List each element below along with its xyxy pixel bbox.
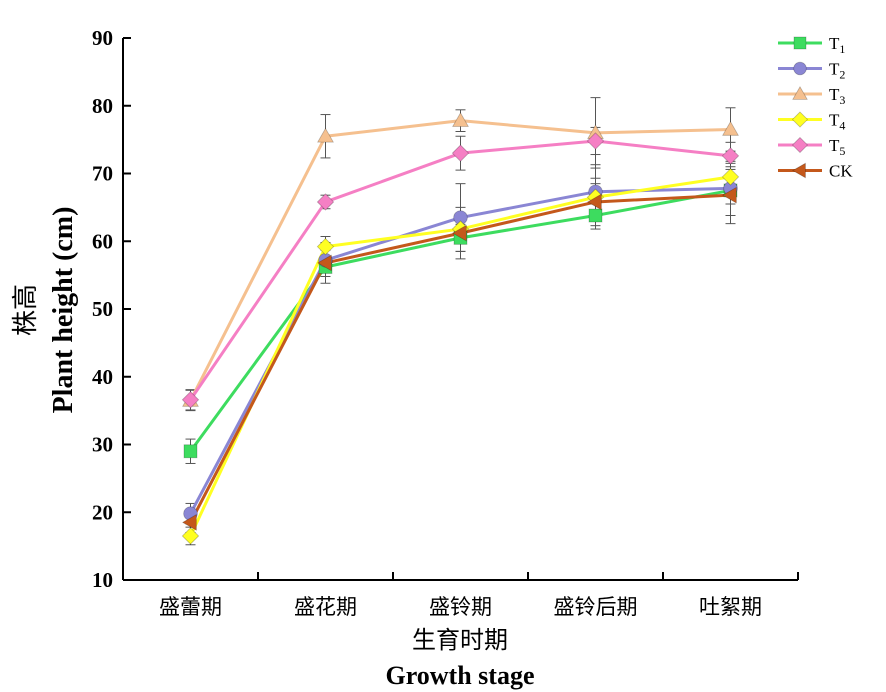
data-point-ck bbox=[586, 193, 602, 211]
y-tick-label: 70 bbox=[92, 162, 113, 186]
legend-marker bbox=[793, 36, 807, 50]
x-axis-label-cn: 生育时期 bbox=[412, 626, 508, 654]
data-point-ck bbox=[721, 186, 737, 204]
error-bars bbox=[185, 97, 736, 546]
legend-marker bbox=[791, 136, 809, 154]
data-point-t3 bbox=[452, 112, 469, 127]
y-tick-label: 80 bbox=[92, 94, 113, 118]
legend-label: CK bbox=[829, 162, 853, 181]
legend-label: T5 bbox=[829, 136, 845, 158]
data-point-t4 bbox=[181, 527, 200, 545]
legend-marker bbox=[793, 61, 807, 76]
x-tick-label: 吐絮期 bbox=[699, 595, 762, 619]
data-point-t1 bbox=[183, 444, 198, 459]
y-axis-label-cn: 株高 bbox=[11, 284, 41, 336]
data-point-t5 bbox=[181, 391, 200, 409]
data-point-t5 bbox=[721, 147, 740, 165]
x-tick-label: 盛花期 bbox=[294, 595, 357, 619]
legend-label: T2 bbox=[829, 60, 845, 82]
data-point-t5 bbox=[316, 193, 335, 211]
y-tick-label: 40 bbox=[92, 365, 113, 389]
x-axis-label-en: Growth stage bbox=[385, 661, 534, 690]
data-point-ck bbox=[316, 254, 332, 272]
legend-label: T3 bbox=[829, 85, 845, 107]
data-point-t3 bbox=[722, 120, 739, 136]
legend-label: T4 bbox=[829, 111, 845, 133]
axes: 10 20 30 40 50 60 70 80 90 盛蕾期 盛花期 盛铃期 盛铃后期 吐絮期 bbox=[92, 26, 799, 619]
x-tick-label: 盛蕾期 bbox=[159, 595, 222, 619]
legend: T1 T2 T3 T4 T5 CK bbox=[778, 34, 853, 181]
y-tick-label: 20 bbox=[92, 500, 113, 524]
legend-marker bbox=[791, 111, 809, 128]
y-tick-label: 10 bbox=[92, 568, 113, 592]
legend-marker bbox=[791, 162, 806, 179]
data-point-ck bbox=[451, 224, 467, 242]
data-point-t4 bbox=[721, 168, 740, 186]
data-point-ck bbox=[181, 513, 197, 531]
series-lines bbox=[189, 119, 731, 537]
data-point-t1 bbox=[588, 208, 603, 223]
series-markers bbox=[181, 112, 740, 545]
y-tick-label: 90 bbox=[92, 26, 113, 50]
legend-marker bbox=[792, 85, 808, 100]
y-tick-label: 60 bbox=[92, 229, 113, 253]
data-point-t4 bbox=[316, 237, 335, 256]
data-point-t3 bbox=[317, 127, 334, 143]
x-tick-label: 盛铃期 bbox=[429, 595, 492, 619]
y-axis-label-en: Plant height (cm) bbox=[48, 207, 79, 414]
x-tick-label: 盛铃后期 bbox=[554, 595, 638, 619]
data-point-t5 bbox=[451, 144, 470, 162]
data-point-t5 bbox=[586, 132, 605, 150]
y-tick-label: 30 bbox=[92, 433, 113, 457]
legend-label: T1 bbox=[829, 34, 845, 56]
y-tick-label: 50 bbox=[92, 297, 113, 321]
